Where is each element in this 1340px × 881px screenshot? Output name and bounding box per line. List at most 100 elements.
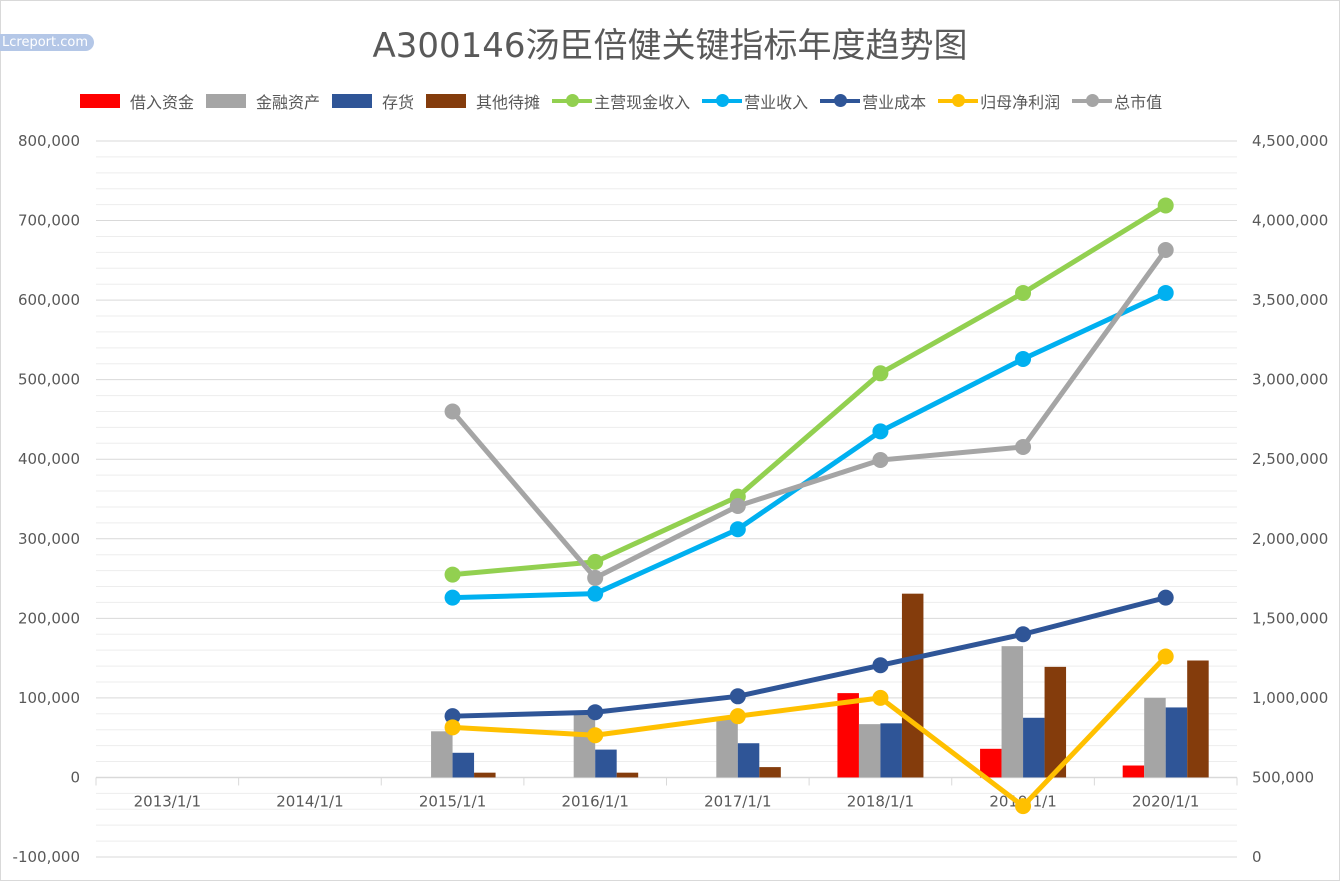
y-right-tick-label: 3,000,000 [1252,371,1328,389]
bar-金融资产 [716,719,738,778]
x-tick-label: 2020/1/1 [1132,792,1199,810]
y-right-tick-label: 3,500,000 [1252,291,1328,309]
legend-swatch [332,94,373,108]
bar-存货 [1165,707,1188,778]
point-主营现金收入 [1015,284,1032,301]
legend-label: 金融资产 [256,93,321,112]
point-总市值 [587,569,604,586]
point-总市值 [872,452,889,469]
bar-其他待摊 [1187,660,1209,778]
point-归母净利润 [587,727,604,744]
point-归母净利润 [729,708,746,725]
bar-借入资金 [837,693,859,778]
point-营业成本 [1157,589,1174,606]
point-营业收入 [1157,284,1174,301]
chart-title: A300146汤臣倍健关键指标年度趋势图 [372,26,968,66]
x-tick-label: 2017/1/1 [704,792,771,810]
bar-金融资产 [1001,646,1024,778]
point-主营现金收入 [1157,197,1174,214]
bar-其他待摊 [616,772,639,778]
point-归母净利润 [444,719,461,736]
legend-label: 营业成本 [862,93,927,112]
y-right-tick-label: 2,000,000 [1252,530,1328,548]
point-营业收入 [729,521,746,538]
y-left-tick-label: 600,000 [18,291,80,309]
legend-label: 总市值 [1114,93,1163,112]
y-left-tick-label: 500,000 [18,371,80,389]
point-归母净利润 [872,689,889,706]
bar-存货 [452,752,475,778]
y-left-tick-label: 400,000 [18,450,80,468]
legend-item: 营业成本 [820,89,926,113]
y-right-tick-label: 2,500,000 [1252,450,1328,468]
legend-swatch [80,94,120,108]
bar-其他待摊 [474,772,496,778]
bar-金融资产 [431,731,453,778]
legend-item: 总市值 [1072,89,1162,113]
bar-金融资产 [573,713,596,778]
point-主营现金收入 [587,553,604,570]
point-营业收入 [872,423,889,440]
legend-label: 营业收入 [744,93,809,112]
y-left-tick-label: 700,000 [18,212,80,230]
point-总市值 [729,498,746,515]
point-营业收入 [587,585,604,602]
line-营业收入 [452,290,1167,601]
point-营业成本 [444,708,461,725]
y-left-tick-label: 200,000 [18,609,80,627]
point-营业成本 [587,704,604,721]
point-总市值 [1157,241,1174,258]
legend-swatch [702,94,743,107]
point-总市值 [444,403,461,420]
y-left-tick-label: 800,000 [18,132,80,150]
legend-swatch [206,94,247,108]
bar-金融资产 [1144,697,1166,778]
legend: 借入资金 金融资产 存货 其他待摊 主营现金收入 营业收入 营业成本 归母净利润 总市值 [80,89,1174,113]
y-left-tick-label: -100,000 [13,848,80,866]
point-归母净利润 [1015,798,1032,815]
y-right-tick-label: 4,000,000 [1252,212,1328,230]
y-right-tick-label: 1,500,000 [1252,609,1328,627]
y-left-tick-label: 0 [70,768,80,786]
legend-label: 主营现金收入 [594,93,691,112]
legend-item: 主营现金收入 [552,89,690,113]
legend-item: 金融资产 [206,89,320,113]
point-营业成本 [729,688,746,705]
bar-金融资产 [858,724,881,778]
bar-存货 [880,723,902,778]
x-tick-label: 2013/1/1 [134,792,201,810]
bar-其他待摊 [901,593,924,778]
point-营业收入 [444,589,461,606]
point-营业成本 [1015,626,1032,643]
legend-item: 营业收入 [702,89,808,113]
bar-其他待摊 [1044,666,1067,778]
x-tick-label: 2018/1/1 [847,792,914,810]
bar-存货 [595,749,617,778]
bar-其他待摊 [759,767,781,778]
legend-item: 其他待摊 [426,89,540,113]
legend-item: 归母净利润 [938,89,1060,113]
watermark: Lcreport.com [0,34,94,51]
bar-借入资金 [980,748,1002,778]
y-right-tick-label: 500,000 [1252,768,1314,786]
point-主营现金收入 [872,365,889,382]
y-right-tick-label: 1,000,000 [1252,689,1328,707]
line-营业成本 [452,595,1167,719]
legend-label: 存货 [382,93,415,112]
point-营业收入 [1015,350,1032,367]
point-营业成本 [872,657,889,674]
legend-label: 借入资金 [130,93,195,112]
point-归母净利润 [1157,648,1174,665]
legend-swatch [552,94,593,107]
line-总市值 [450,248,1168,581]
y-left-tick-label: 100,000 [18,689,80,707]
line-归母净利润 [452,654,1168,809]
legend-swatch [820,94,861,107]
legend-item: 存货 [332,89,414,113]
x-tick-label: 2015/1/1 [419,792,486,810]
y-right-tick-label: 4,500,000 [1252,132,1328,150]
bar-存货 [1023,717,1045,778]
bar-借入资金 [1122,765,1145,778]
point-总市值 [1015,438,1032,455]
legend-label: 归母净利润 [980,93,1061,112]
